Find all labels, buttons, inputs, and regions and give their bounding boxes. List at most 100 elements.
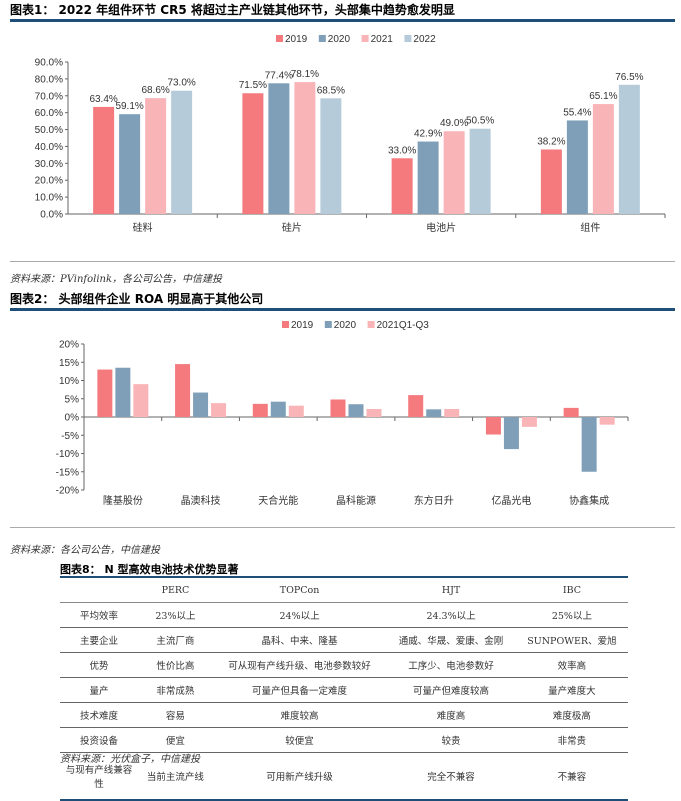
table-cell: 容易 <box>138 702 213 728</box>
chart-roa: 2019 2020 2021Q1-Q3 -20% -15% -10% -5% 0% 5% 10% 1… <box>56 320 629 507</box>
bar-2021Q1-Q3 <box>288 405 304 417</box>
table-cell: 不兼容 <box>515 752 628 801</box>
bar-2022 <box>320 98 342 214</box>
x-tick-label: 组件 <box>580 221 600 234</box>
table-cell: 可量产但具备一定难度 <box>212 677 387 703</box>
table-row: 技术难度 容易 难度较高 难度高 难度极高 <box>60 702 628 728</box>
bar-2019 <box>97 369 113 417</box>
row-label: 投资设备 <box>60 727 138 753</box>
y-tick-label: 90.0% <box>35 58 63 69</box>
row-label: 量产 <box>60 677 138 703</box>
bar-2021 <box>294 82 316 214</box>
y-tick-label: -15% <box>56 467 79 478</box>
y-tick-label: 0% <box>65 413 80 424</box>
table-row: 量产 非常成熟 可量产但具备一定难度 可量产但难度较高 量产难度大 <box>60 677 628 703</box>
y-tick-label: 0.0% <box>40 210 63 221</box>
x-tick-label: 协鑫集成 <box>569 494 609 507</box>
figure2-title: 图表2： 头部组件企业 ROA 明显高于其他公司 <box>10 292 264 306</box>
bar-2021 <box>443 131 465 214</box>
legend-label: 2022 <box>413 34 436 45</box>
row-label: 主要企业 <box>60 627 138 653</box>
bar-2020 <box>115 367 131 417</box>
bar-2020 <box>268 83 290 214</box>
bar-2020 <box>417 141 439 214</box>
x-tick-label: 硅片 <box>282 221 302 234</box>
data-label: 77.4% <box>265 70 293 81</box>
y-tick-label: 15% <box>59 358 79 369</box>
bar-2020 <box>426 409 442 417</box>
bar-2020 <box>581 417 597 472</box>
bar-2020 <box>119 114 141 214</box>
figure2-source: 资料来源：各公司公告，中信建投 <box>10 545 160 556</box>
x-tick-label: 隆基股份 <box>103 494 143 507</box>
bar-2022 <box>618 84 640 214</box>
table-cell: 效率高 <box>515 652 628 678</box>
y-tick-label: 60.0% <box>35 108 63 119</box>
bar-2020 <box>193 392 209 417</box>
bar-2021Q1-Q3 <box>444 408 460 417</box>
figure8-title: 图表8： N 型高效电池技术优势显著 <box>60 563 239 576</box>
table-cell: 非常贵 <box>515 727 628 753</box>
bar-2021Q1-Q3 <box>133 384 149 417</box>
data-label: 50.5% <box>466 116 494 127</box>
table-cell: 难度高 <box>386 702 516 728</box>
title-rule <box>10 19 675 22</box>
bar-2019 <box>540 149 562 214</box>
data-label: 38.2% <box>537 136 565 147</box>
data-label: 78.1% <box>291 69 319 80</box>
x-tick-label: 东方日升 <box>414 494 454 507</box>
x-tick-label: 晶澳科技 <box>181 494 221 507</box>
y-tick-label: 20.0% <box>35 176 63 187</box>
data-label: 55.4% <box>563 107 591 118</box>
bar-2022 <box>171 90 193 214</box>
x-tick-label: 电池片 <box>426 221 456 234</box>
table-cell: 主流厂商 <box>138 627 213 653</box>
column-header: TOPCon <box>212 578 387 603</box>
x-tick-label: 硅料 <box>133 221 153 234</box>
chart-cr5: 2019 2020 2021 2022 0.0% 10.0% 20.0% 30.0% 40.0%… <box>35 34 666 234</box>
table-row: 平均效率 23%以上 24%以上 24.3%以上 25%以上 <box>60 602 628 628</box>
data-label: 65.1% <box>589 91 617 102</box>
legend-swatch <box>404 35 412 42</box>
legend-label: 2019 <box>291 320 314 331</box>
table-cell: 难度较高 <box>212 702 387 728</box>
y-tick-label: 20% <box>59 340 79 351</box>
legend-label: 2020 <box>334 320 357 331</box>
figure8-source: 资料来源：光伏盒子，中信建投 <box>60 754 200 765</box>
divider <box>10 527 675 528</box>
bar-2021 <box>145 98 167 214</box>
data-label: 63.4% <box>89 94 117 105</box>
title-rule <box>10 308 675 311</box>
y-tick-label: 5% <box>65 394 80 405</box>
data-label: 33.0% <box>388 145 416 156</box>
table-row: 投资设备 便宜 较便宜 较贵 非常贵 <box>60 727 628 753</box>
bar-2019 <box>408 395 424 417</box>
legend-swatch <box>318 35 326 42</box>
bar-2019 <box>391 158 413 214</box>
bar-2019 <box>252 403 268 417</box>
table-cell: 25%以上 <box>515 602 628 628</box>
table-cell: SUNPOWER、爱旭 <box>515 627 628 653</box>
row-label: 技术难度 <box>60 702 138 728</box>
bar-2021Q1-Q3 <box>366 408 382 417</box>
bar-2019 <box>175 364 191 417</box>
data-label: 59.1% <box>115 101 143 112</box>
bar-2020 <box>566 120 588 214</box>
column-header: PERC <box>138 578 213 603</box>
column-header: IBC <box>515 578 628 603</box>
bar-2021 <box>592 104 614 214</box>
x-tick-label: 亿晶光电 <box>491 494 531 507</box>
bar-2019 <box>93 106 115 214</box>
row-label: 平均效率 <box>60 602 138 628</box>
y-tick-label: 50.0% <box>35 125 63 136</box>
divider <box>10 261 675 262</box>
y-tick-label: 80.0% <box>35 74 63 85</box>
table-cell: 非常成熟 <box>138 677 213 703</box>
legend-label: 2020 <box>328 34 351 45</box>
data-label: 49.0% <box>440 118 468 129</box>
x-tick-label: 天合光能 <box>258 494 298 507</box>
y-tick-label: 10.0% <box>35 193 63 204</box>
y-tick-label: 40.0% <box>35 142 63 153</box>
column-header <box>60 578 138 603</box>
bar-2019 <box>242 93 264 214</box>
